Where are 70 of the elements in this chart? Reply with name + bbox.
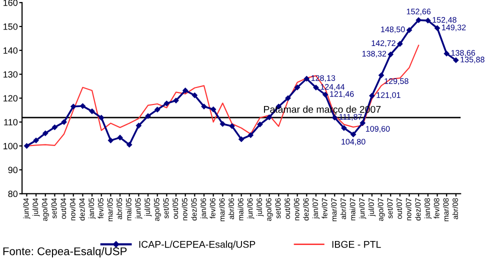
y-tick-label: 130: [4, 71, 18, 78]
y-tick-label: 80: [8, 190, 18, 198]
data-label: 152,66: [406, 8, 431, 16]
point: [164, 100, 170, 106]
point: [89, 108, 95, 114]
point: [70, 104, 76, 110]
point: [220, 121, 226, 127]
data-label: 142,72: [372, 40, 396, 47]
point: [313, 84, 319, 90]
point: [360, 120, 366, 126]
y-tick-label: 160: [4, 0, 18, 6]
legend-label: IBGE - PTL: [332, 240, 381, 248]
data-label: 138,66: [451, 50, 476, 57]
point: [266, 114, 272, 120]
point: [304, 76, 310, 82]
point: [322, 92, 328, 98]
data-label: 148,50: [381, 26, 405, 34]
point: [444, 50, 450, 56]
point: [126, 142, 132, 148]
point: [341, 125, 347, 131]
point: [80, 103, 86, 109]
point: [229, 123, 235, 129]
data-label: 109,60: [366, 126, 390, 133]
point: [294, 84, 300, 90]
point: [238, 136, 244, 142]
point: [210, 106, 216, 112]
point: [108, 138, 114, 144]
point: [154, 106, 160, 112]
point: [257, 122, 263, 128]
source-note: Fonte: Cepea-Esalq/USP: [3, 247, 127, 258]
point: [192, 92, 198, 98]
point: [61, 119, 67, 125]
point: [285, 95, 291, 101]
y-tick-label: 100: [4, 142, 18, 150]
point: [378, 72, 384, 78]
point: [24, 143, 30, 149]
point: [369, 93, 375, 98]
point: [332, 114, 338, 120]
point: [453, 58, 459, 63]
point: [182, 88, 188, 94]
point: [350, 132, 356, 138]
point: [434, 25, 440, 31]
point: [52, 124, 58, 130]
point: [136, 122, 142, 128]
data-label: 152,48: [432, 17, 456, 24]
point: [388, 52, 394, 58]
point: [98, 115, 104, 120]
data-label: 121,46: [330, 91, 354, 98]
legend-label: ICAP-L/CEPEA-Esalq/USP: [139, 240, 256, 250]
data-label: 104,80: [342, 138, 366, 146]
data-label: 121,01: [376, 92, 400, 99]
y-tick-label: 110: [4, 119, 18, 126]
point: [248, 132, 254, 138]
y-tick-label: 120: [4, 95, 18, 102]
point: [397, 41, 403, 47]
data-label: 149,32: [442, 24, 466, 32]
y-tick-label: 90: [8, 166, 18, 174]
point: [201, 104, 207, 110]
data-label: 138,32: [362, 50, 386, 58]
y-tick-label: 140: [4, 47, 18, 54]
point: [416, 17, 422, 23]
data-label: 135,88: [460, 56, 484, 64]
point: [425, 18, 431, 24]
point: [145, 113, 151, 119]
point: [406, 27, 412, 33]
y-tick-label: 150: [4, 23, 18, 30]
point: [33, 138, 39, 144]
point: [173, 98, 179, 104]
point: [117, 134, 123, 140]
point: [42, 130, 48, 136]
